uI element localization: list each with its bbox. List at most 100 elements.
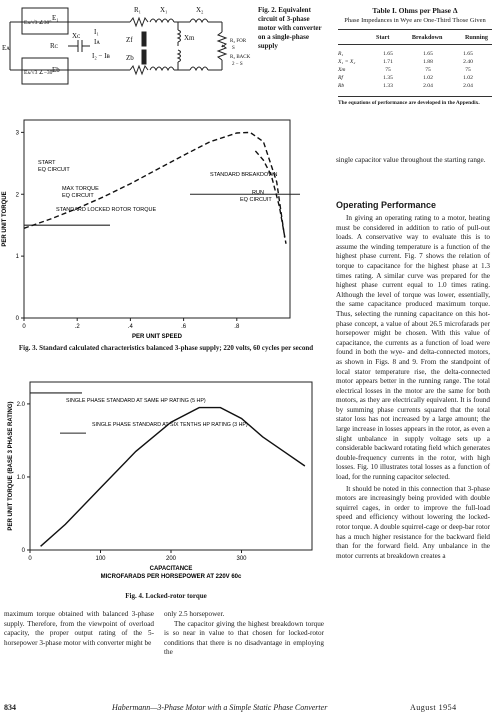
fig2-label-s: S	[232, 46, 235, 51]
fig2-circuit-diagram: R₁ X₁ X₂ E₁ I₁ Iᴀ Zf Xm R₂ FOR S Eᴀ Rᴄ X…	[2, 6, 251, 85]
table-row: R₁ 1.65 1.65 1.65	[338, 50, 492, 58]
annotation-max-torque: MAX TORQUE	[62, 186, 99, 192]
x-tick-label: .8	[234, 324, 240, 330]
fig2-label-i2ib: I₂ − Iᴃ	[92, 52, 111, 60]
table-cell: X₁ = X₂	[338, 59, 356, 65]
table-cell: 1.65	[423, 51, 433, 57]
annotation-eq-circuit: EQ CIRCUIT	[62, 193, 94, 199]
running-title: Habermann—3-Phase Motor with a Simple St…	[112, 703, 328, 712]
table-cell: Rb	[338, 83, 345, 89]
table-cell: 1.65	[463, 51, 473, 57]
x-tick-label: .6	[181, 324, 187, 330]
fig2-label-rc: Rᴄ	[50, 42, 59, 50]
fig2-source-bottom: Eᴀ/√3 ∠−30°	[24, 69, 55, 76]
fig4-caption: Fig. 4. Locked-rotor torque	[125, 592, 207, 600]
table-note: The equations of performance are develop…	[338, 96, 492, 107]
fig3-chart: 0 .2 .4 .6 .8 0 1 2 3 PER UNIT SPEED PER UNIT TORQ…	[2, 119, 300, 340]
table-cell: 2.04	[463, 83, 473, 89]
x-tick-label: 100	[95, 556, 106, 562]
table-header-start: Start	[376, 34, 390, 41]
fig2-label-r2for: R₂ FOR	[230, 39, 247, 44]
fig2-label-zb: Zb	[126, 54, 134, 62]
table-cell: 2.04	[423, 83, 433, 89]
table-cell: 1.02	[463, 75, 473, 81]
page-footer: 834 Habermann—3-Phase Motor with a Simpl…	[0, 700, 495, 716]
table-cell: Rf	[338, 75, 343, 81]
y-axis-label: PER UNIT TORQUE	[2, 191, 8, 246]
issue-date: August 1954	[410, 703, 457, 712]
middle-paragraph: The capacitor giving the highest breakdo…	[164, 619, 324, 657]
y-tick-label: 3	[16, 130, 20, 136]
middle-paragraph: only 2.5 horsepower.	[164, 610, 225, 618]
table-body: R₁ 1.65 1.65 1.65 X₁ = X₂ 1.71 1.88 2.40 Xm 75 7…	[338, 45, 492, 90]
table-row: Rb 1.33 2.04 2.04	[338, 82, 492, 90]
right-paragraph: It should be noted in this connection th…	[336, 484, 490, 560]
fig2-caption-line: on a single-phase	[258, 33, 309, 41]
x-tick-label: .4	[128, 324, 134, 330]
section-heading-operating-performance: Operating Performance	[336, 200, 437, 210]
table-header-running: Running	[464, 34, 488, 41]
table-header-breakdown: Breakdown	[411, 34, 443, 41]
table-cell: 75	[385, 67, 391, 73]
table-cell: 1.35	[383, 75, 393, 81]
table-top-rule	[338, 29, 492, 30]
y-tick-label: 0	[16, 316, 20, 322]
y-tick-label: 2.0	[17, 402, 26, 408]
series-line	[40, 406, 306, 547]
annotation-eq-circuit: EQ CIRCUIT	[240, 197, 272, 203]
fig2-label-ea: Eᴀ	[2, 44, 10, 52]
annotation-single-phase-5hp: SINGLE PHASE STANDARD AT SAME HP RATING …	[66, 398, 206, 404]
fig2-caption: Fig. 2. Equivalent circuit of 3-phase mo…	[258, 6, 348, 51]
table-cell: 75	[425, 67, 431, 73]
fig2-label-xc: Xᴄ	[72, 32, 81, 40]
x-tick-label: 0	[28, 556, 32, 562]
table-row: Xm 75 75 75	[338, 66, 492, 74]
right-paragraph: single capacitor value throughout the st…	[336, 156, 486, 164]
table-subtitle: Phase Impedances in Wye are One-Third Th…	[344, 17, 486, 24]
table-cell: Xm	[338, 67, 346, 73]
fig2-label-xm: Xm	[184, 34, 195, 42]
fig2-caption-line: supply	[258, 42, 278, 50]
page-number: 834	[4, 703, 16, 712]
table-cell: 75	[465, 67, 471, 73]
table-cell: 1.33	[383, 83, 393, 89]
table-ohms-per-phase: Table I. Ohms per Phase Δ Phase Impedanc…	[338, 6, 492, 107]
table-cell: 1.71	[383, 59, 393, 65]
table-row: Rf 1.35 1.02 1.02	[338, 74, 492, 82]
fig2-label-r2back: R₂ BACK	[230, 55, 251, 60]
fig2-label-x1: X₁	[160, 6, 168, 14]
table-cell: R₁	[338, 51, 344, 57]
y-tick-label: 1.0	[17, 475, 26, 481]
x-tick-label: 300	[236, 556, 247, 562]
series-line	[23, 131, 286, 238]
y-tick-label: 1	[16, 254, 20, 260]
x-axis-label: CAPACITANCE	[150, 566, 193, 572]
fig2-caption-line: motor with converter	[258, 24, 322, 32]
middle-column: only 2.5 horsepower. The capacitor givin…	[164, 610, 324, 658]
x-axis-label: PER UNIT SPEED	[132, 334, 183, 340]
fig2-label-r1: R₁	[134, 6, 141, 14]
y-axis-label: PER UNIT TORQUE (BASE 3 PHASE RATING)	[8, 401, 14, 530]
x-tick-label: 200	[166, 556, 177, 562]
table-row: X₁ = X₂ 1.71 1.88 2.40	[338, 58, 492, 66]
annotation-run: RUN	[252, 190, 264, 196]
annotation-start: START	[38, 160, 56, 166]
x-tick-label: .2	[75, 324, 81, 330]
plot-frame	[23, 119, 291, 319]
table-title: Table I. Ohms per Phase Δ	[372, 6, 458, 15]
table-cell: 1.02	[423, 75, 433, 81]
table-cell: 2.40	[463, 59, 473, 65]
plot-frame	[29, 381, 313, 551]
right-paragraph: In giving an operating rating to a motor…	[336, 214, 490, 482]
annotation-eq-circuit: EQ CIRCUIT	[38, 167, 70, 173]
table-cell: 1.65	[383, 51, 393, 57]
y-tick-label: 2	[16, 192, 20, 198]
annotation-single-phase-3hp: SINGLE PHASE STANDARD AT SIX TENTHS HP R…	[92, 422, 248, 428]
y-tick-label: 0	[22, 548, 26, 554]
series-line	[254, 150, 287, 244]
table-cell: 1.88	[423, 59, 433, 65]
left-column: maximum torque obtained with balanced 3-…	[4, 610, 154, 648]
fig4-chart: 0 100 200 300 0 1.0 2.0 CAPACITANCE MICROFARADS …	[8, 381, 313, 580]
fig2-label-i1: I₁	[94, 28, 99, 36]
fig2-source-top: Eᴀ/√3 ∠30°	[24, 19, 51, 26]
